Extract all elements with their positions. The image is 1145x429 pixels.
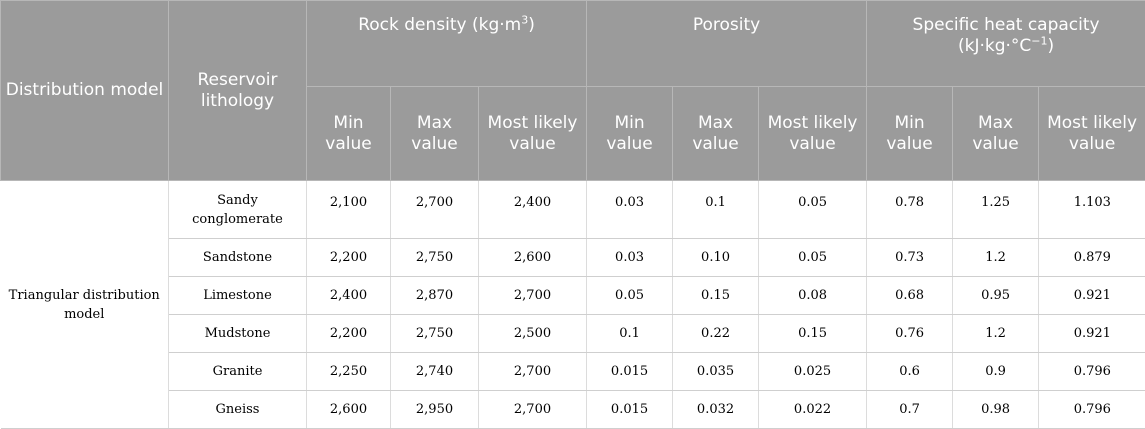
specific-heat-unit: (kJ·kg·°C (958, 36, 1031, 56)
heat-most-likely-cell: 0.921 (1039, 277, 1145, 315)
density-min-cell: 2,200 (307, 239, 391, 277)
header-porosity-min: Min value (587, 87, 673, 181)
heat-max-cell: 0.95 (953, 277, 1039, 315)
header-distribution-model: Distribution model (1, 1, 169, 181)
porosity-max-cell: 0.22 (673, 315, 759, 353)
table-row: Triangular distribution model Sandy cong… (1, 181, 1145, 239)
heat-most-likely-cell: 1.103 (1039, 181, 1145, 239)
density-max-cell: 2,740 (391, 353, 479, 391)
density-max-cell: 2,750 (391, 239, 479, 277)
heat-min-cell: 0.6 (867, 353, 953, 391)
table-row: Sandstone 2,200 2,750 2,600 0.03 0.10 0.… (1, 239, 1145, 277)
porosity-most-likely-cell: 0.025 (759, 353, 867, 391)
specific-heat-label: Specific heat capacity (913, 15, 1100, 35)
density-min-cell: 2,250 (307, 353, 391, 391)
porosity-most-likely-cell: 0.15 (759, 315, 867, 353)
distribution-model-cell: Triangular distribution model (1, 181, 169, 429)
density-max-cell: 2,950 (391, 391, 479, 429)
density-most-likely-cell: 2,500 (479, 315, 587, 353)
lithology-cell: Mudstone (169, 315, 307, 353)
header-heat-most-likely: Most likely value (1039, 87, 1145, 181)
header-porosity-max: Max value (673, 87, 759, 181)
header-specific-heat: Specific heat capacity(kJ·kg·°C−1) (867, 1, 1145, 87)
lithology-cell: Gneiss (169, 391, 307, 429)
density-max-cell: 2,700 (391, 181, 479, 239)
heat-min-cell: 0.73 (867, 239, 953, 277)
table-row: Limestone 2,400 2,870 2,700 0.05 0.15 0.… (1, 277, 1145, 315)
heat-max-cell: 1.2 (953, 315, 1039, 353)
lithology-cell: Sandy conglomerate (169, 181, 307, 239)
porosity-min-cell: 0.1 (587, 315, 673, 353)
heat-min-cell: 0.76 (867, 315, 953, 353)
header-reservoir-lithology: Reservoir lithology (169, 1, 307, 181)
porosity-min-cell: 0.03 (587, 181, 673, 239)
density-max-cell: 2,750 (391, 315, 479, 353)
specific-heat-unit-end: ) (1048, 36, 1055, 56)
heat-most-likely-cell: 0.796 (1039, 353, 1145, 391)
heat-max-cell: 0.9 (953, 353, 1039, 391)
header-rock-density: Rock density (kg·m3) (307, 1, 587, 87)
header-porosity-most-likely: Most likely value (759, 87, 867, 181)
porosity-min-cell: 0.05 (587, 277, 673, 315)
porosity-max-cell: 0.035 (673, 353, 759, 391)
density-most-likely-cell: 2,700 (479, 277, 587, 315)
rock-density-label-end: ) (528, 15, 535, 35)
header-porosity: Porosity (587, 1, 867, 87)
density-min-cell: 2,200 (307, 315, 391, 353)
porosity-max-cell: 0.032 (673, 391, 759, 429)
density-max-cell: 2,870 (391, 277, 479, 315)
header-density-min: Min value (307, 87, 391, 181)
porosity-min-cell: 0.015 (587, 391, 673, 429)
header-density-max: Max value (391, 87, 479, 181)
table-header: Distribution model Reservoir lithology R… (1, 1, 1145, 181)
header-density-most-likely: Most likely value (479, 87, 587, 181)
porosity-most-likely-cell: 0.05 (759, 181, 867, 239)
porosity-min-cell: 0.015 (587, 353, 673, 391)
density-most-likely-cell: 2,600 (479, 239, 587, 277)
porosity-max-cell: 0.10 (673, 239, 759, 277)
density-most-likely-cell: 2,400 (479, 181, 587, 239)
table-row: Granite 2,250 2,740 2,700 0.015 0.035 0.… (1, 353, 1145, 391)
heat-max-cell: 1.2 (953, 239, 1039, 277)
density-min-cell: 2,100 (307, 181, 391, 239)
density-min-cell: 2,600 (307, 391, 391, 429)
specific-heat-sup: −1 (1031, 34, 1047, 47)
table-body: Triangular distribution model Sandy cong… (1, 181, 1145, 429)
lithology-cell: Limestone (169, 277, 307, 315)
heat-min-cell: 0.68 (867, 277, 953, 315)
lithology-cell: Sandstone (169, 239, 307, 277)
porosity-most-likely-cell: 0.05 (759, 239, 867, 277)
heat-min-cell: 0.78 (867, 181, 953, 239)
lithology-cell: Granite (169, 353, 307, 391)
table-row: Gneiss 2,600 2,950 2,700 0.015 0.032 0.0… (1, 391, 1145, 429)
heat-min-cell: 0.7 (867, 391, 953, 429)
porosity-most-likely-cell: 0.022 (759, 391, 867, 429)
density-most-likely-cell: 2,700 (479, 353, 587, 391)
table-row: Mudstone 2,200 2,750 2,500 0.1 0.22 0.15… (1, 315, 1145, 353)
porosity-max-cell: 0.1 (673, 181, 759, 239)
heat-most-likely-cell: 0.796 (1039, 391, 1145, 429)
porosity-max-cell: 0.15 (673, 277, 759, 315)
rock-density-label: Rock density (kg·m (358, 15, 521, 35)
porosity-most-likely-cell: 0.08 (759, 277, 867, 315)
header-heat-max: Max value (953, 87, 1039, 181)
header-heat-min: Min value (867, 87, 953, 181)
porosity-min-cell: 0.03 (587, 239, 673, 277)
heat-most-likely-cell: 0.879 (1039, 239, 1145, 277)
heat-max-cell: 1.25 (953, 181, 1039, 239)
heat-max-cell: 0.98 (953, 391, 1039, 429)
heat-most-likely-cell: 0.921 (1039, 315, 1145, 353)
density-most-likely-cell: 2,700 (479, 391, 587, 429)
density-min-cell: 2,400 (307, 277, 391, 315)
